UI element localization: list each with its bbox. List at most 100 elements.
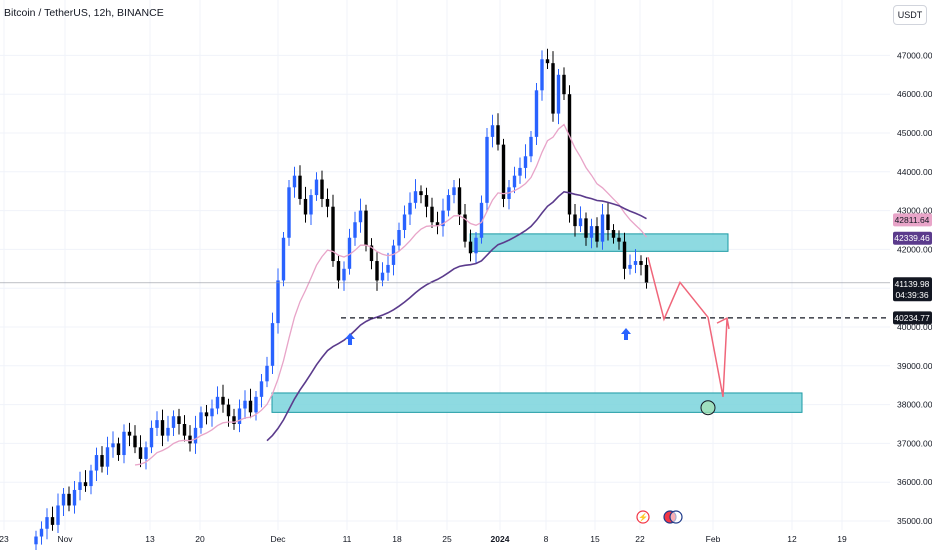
candle-body	[628, 264, 632, 269]
candle-body	[105, 447, 110, 467]
x-tick-label: 12	[787, 534, 797, 544]
candle-body	[501, 144, 506, 199]
candle-body	[270, 323, 275, 366]
x-tick-label: 13	[145, 534, 155, 544]
candle-body	[243, 400, 247, 409]
x-tick-label: 8	[544, 534, 549, 544]
candle-body	[545, 59, 550, 64]
candle-body	[325, 198, 330, 207]
candle-body	[551, 63, 555, 114]
support-label-bg	[893, 311, 932, 325]
candle-body	[617, 237, 621, 242]
x-tick-label: 23	[0, 534, 9, 544]
grid-lines	[0, 0, 890, 530]
target-circle	[700, 400, 716, 416]
candle-body	[61, 493, 66, 506]
price-axis[interactable]: 35000.00 36000.00 37000.00 38000.00 39000.00…	[897, 50, 932, 526]
candle-body	[606, 214, 610, 230]
candle-body	[600, 214, 605, 242]
candle-body	[94, 455, 99, 471]
candle-body	[133, 435, 137, 448]
candle-body	[292, 175, 297, 188]
candle-body	[639, 261, 643, 265]
candle-body	[485, 136, 489, 203]
candle-body	[534, 90, 539, 137]
chart-title: Bitcoin / TetherUS, 12h, BINANCE	[4, 7, 164, 19]
candle-body	[155, 420, 159, 428]
candle-body	[34, 536, 38, 545]
candle-body	[452, 187, 456, 196]
up-arrow-icon	[345, 333, 355, 345]
candle-body	[386, 264, 390, 273]
candle-body	[441, 210, 445, 227]
candle-body	[287, 187, 291, 238]
candle-body	[353, 222, 357, 238]
candle-body	[89, 470, 93, 487]
candle-body	[358, 210, 363, 223]
candle-body	[144, 447, 148, 459]
candle-body	[496, 125, 500, 145]
candle-body	[182, 424, 187, 436]
candle-body	[78, 482, 82, 490]
candle-body	[204, 412, 209, 417]
currency-unit-button[interactable]: USDT	[893, 5, 927, 25]
candle-body	[160, 420, 165, 436]
candle-body	[430, 206, 434, 223]
ma-slow-label: 42339.46	[894, 233, 930, 243]
y-tick-label: 40000.00	[897, 322, 932, 332]
candle-body	[611, 230, 616, 238]
candle-body	[193, 427, 198, 444]
candle-body	[254, 396, 258, 413]
candle-body	[342, 268, 346, 281]
candle-body	[622, 241, 627, 269]
candle-body	[309, 195, 313, 215]
candle-body	[479, 202, 484, 238]
ma-fast-line	[134, 123, 648, 466]
x-tick-label: 25	[442, 534, 452, 544]
candle-body	[83, 482, 88, 487]
highlight-zones	[271, 233, 803, 413]
candle-body	[39, 528, 44, 537]
ma-slow-line	[266, 190, 647, 442]
candle-body	[523, 156, 528, 168]
annotations: ⚡	[0, 257, 890, 524]
candle-body	[50, 517, 55, 525]
ma-fast-label-bg	[893, 213, 932, 227]
ma-fast-label: 42811.64	[895, 215, 930, 225]
candle-body	[556, 74, 561, 114]
candle-body	[248, 400, 253, 413]
candle-body	[380, 272, 385, 281]
candle-body	[512, 175, 517, 188]
candle-body	[562, 74, 566, 95]
candle-body	[446, 195, 451, 211]
candle-body	[226, 404, 231, 417]
y-tick-label: 46000.00	[897, 89, 932, 99]
x-tick-label: Dec	[270, 534, 286, 544]
candle-body	[56, 505, 60, 525]
y-tick-label: 42000.00	[897, 244, 932, 254]
candle-body	[320, 179, 324, 199]
candle-body	[518, 167, 522, 176]
candle-body	[259, 381, 264, 397]
x-tick-label: 2024	[491, 534, 510, 544]
candle-body	[402, 214, 407, 230]
x-tick-label: 18	[392, 534, 402, 544]
x-tick-label: 19	[837, 534, 847, 544]
candle-body	[281, 237, 286, 281]
candle-body	[276, 280, 280, 324]
candle-body	[298, 175, 302, 199]
candle-body	[589, 226, 594, 238]
candle-body	[424, 195, 429, 207]
candle-body	[314, 179, 319, 196]
last-price-label: 41139.98	[895, 279, 930, 289]
time-axis[interactable]: 23 Nov 13 20 Dec 11 18 25 2024 8 15 22 Feb 12 19	[0, 534, 847, 544]
candle-body	[265, 365, 269, 382]
candle-body	[457, 187, 462, 215]
candle-body	[177, 416, 181, 424]
candle-body	[122, 431, 126, 456]
lightning-event-icon	[636, 510, 650, 524]
candle-body	[391, 245, 396, 265]
x-tick-label: 22	[635, 534, 645, 544]
